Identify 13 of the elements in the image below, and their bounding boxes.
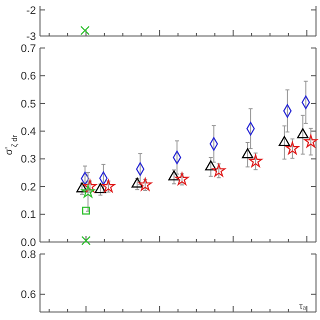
y-tick-label: 0.4 [20, 126, 36, 138]
y-tick-label: 0.2 [20, 181, 36, 194]
y-tick-label: 0.8 [20, 248, 36, 261]
y-tick-label: 0.6 [20, 289, 36, 302]
y-tick-label: 0.1 [20, 209, 36, 222]
y-tick-label: 0.5 [20, 98, 36, 110]
y-tick-label: -3 [26, 30, 36, 43]
y-tick-label: 0.7 [20, 42, 36, 55]
y-tick-label: 0.3 [20, 154, 36, 166]
annotation: τₐ [299, 301, 307, 311]
y-tick-label: 0.6 [20, 70, 36, 83]
y-tick-label: 0.0 [20, 236, 36, 249]
y-tick-label: -2 [26, 4, 36, 17]
